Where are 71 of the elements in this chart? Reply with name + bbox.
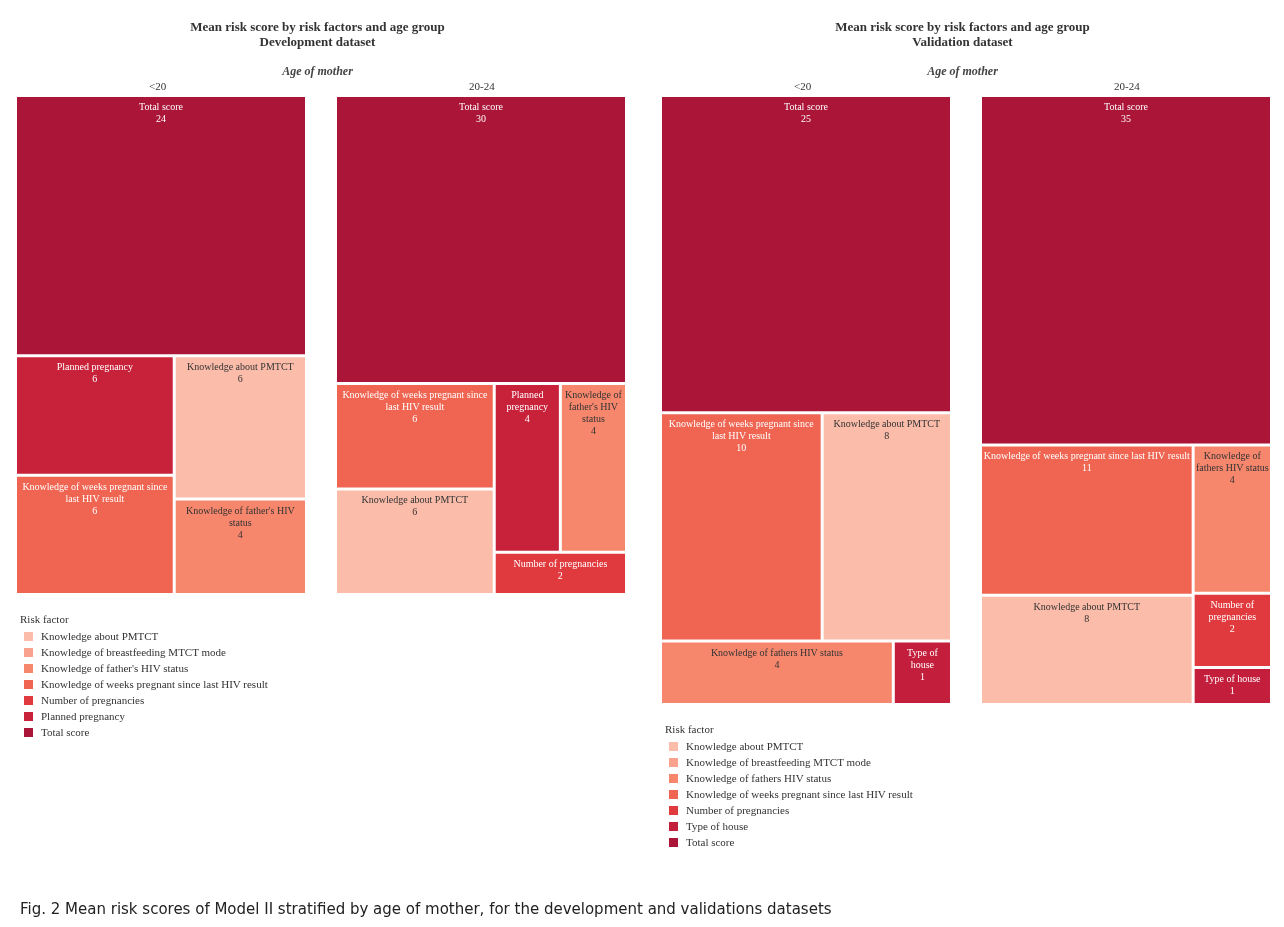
legend-label: Knowledge about PMTCT xyxy=(41,630,159,642)
text: Type of house xyxy=(907,646,938,670)
data-label: 1 xyxy=(1228,684,1236,697)
data-label: 6 xyxy=(91,373,99,386)
legend-label: Knowledge of weeks pregnant since last HIV result xyxy=(686,788,913,800)
legend-label: Number of pregnancies xyxy=(41,694,145,706)
text: Knowledge of father's HIV status xyxy=(564,388,622,424)
text: Mean risk score by risk factors and age group xyxy=(835,19,1090,34)
legend-label: Number of pregnancies xyxy=(686,804,790,816)
text: Total score xyxy=(1103,101,1148,112)
data-label: 6 xyxy=(236,373,244,386)
legend-label: Knowledge of weeks pregnant since last HIV result xyxy=(41,678,268,690)
text: Number of pregnancies xyxy=(513,557,608,569)
data-label: 2 xyxy=(1228,622,1236,635)
text: Knowledge of weeks pregnant since last HIV result xyxy=(342,388,488,412)
legend-label: Type of house xyxy=(686,820,749,832)
legend-title: Risk factor xyxy=(20,613,70,625)
text: Knowledge of weeks pregnant since last HIV result xyxy=(983,450,1190,462)
data-label: 1 xyxy=(918,670,926,683)
text: Type of house xyxy=(1204,672,1261,684)
data-label: 6 xyxy=(91,504,99,517)
text: Number of pregnancies xyxy=(1208,598,1257,622)
category-label: 20-24 xyxy=(1114,79,1141,92)
legend-label: Knowledge of fathers HIV status xyxy=(686,772,832,784)
text: Planned pregnancy xyxy=(56,361,134,373)
legend-label: Total score xyxy=(686,836,735,848)
text: Knowledge of weeks pregnant since last HIV result xyxy=(668,418,814,442)
data-label: 2 xyxy=(556,569,564,582)
text: Planned pregnancy xyxy=(506,388,549,412)
data-label: 4 xyxy=(1228,474,1236,487)
category-label: 20-24 xyxy=(469,79,496,92)
text: Knowledge about PMTCT xyxy=(1033,600,1141,612)
text: Total score xyxy=(138,101,183,112)
category-label: <20 xyxy=(149,79,167,92)
text: Age of mother xyxy=(926,64,999,78)
data-label: 8 xyxy=(883,430,891,443)
text: Validation dataset xyxy=(912,34,1014,49)
data-label: 6 xyxy=(411,506,419,519)
legend-label: Knowledge about PMTCT xyxy=(686,740,804,752)
data-label: 8 xyxy=(1083,612,1091,625)
data-label: 4 xyxy=(236,528,244,541)
data-label: 35 xyxy=(1120,113,1132,125)
category-label: <20 xyxy=(794,79,812,92)
data-label: 11 xyxy=(1081,462,1093,475)
legend-title: Risk factor xyxy=(665,723,715,735)
data-label: 4 xyxy=(773,658,781,671)
data-label: 10 xyxy=(735,442,748,455)
text: Development dataset xyxy=(259,34,377,49)
text: Knowledge of weeks pregnant since last HIV result xyxy=(22,480,168,504)
data-label: 24 xyxy=(155,113,167,125)
legend-label: Total score xyxy=(41,726,90,738)
text: Knowledge of father's HIV status xyxy=(185,504,295,528)
legend-label: Knowledge of breastfeeding MTCT mode xyxy=(41,646,226,658)
text: Mean risk score by risk factors and age group xyxy=(190,19,445,34)
text: Knowledge of fathers HIV status xyxy=(1196,450,1269,474)
data-label: 4 xyxy=(523,412,531,425)
data-label: 4 xyxy=(589,424,597,437)
data-label: 30 xyxy=(475,113,487,125)
text: Knowledge about PMTCT xyxy=(187,361,294,373)
text: Total score xyxy=(458,101,503,112)
text: Age of mother xyxy=(281,64,354,78)
legend-label: Knowledge of breastfeeding MTCT mode xyxy=(686,756,871,768)
text: Knowledge of fathers HIV status xyxy=(710,646,843,658)
legend-label: Planned pregnancy xyxy=(41,710,125,722)
data-label: 6 xyxy=(411,412,419,425)
text: Knowledge about PMTCT xyxy=(361,494,469,506)
text: Knowledge about PMTCT xyxy=(833,418,941,430)
caption: Fig. 2 Mean risk scores of Model II stratified by age of mother, for the development and validations datasets xyxy=(20,900,832,918)
legend-label: Knowledge of father's HIV status xyxy=(41,662,189,674)
text: Total score xyxy=(783,101,828,112)
data-label: 25 xyxy=(800,113,812,125)
